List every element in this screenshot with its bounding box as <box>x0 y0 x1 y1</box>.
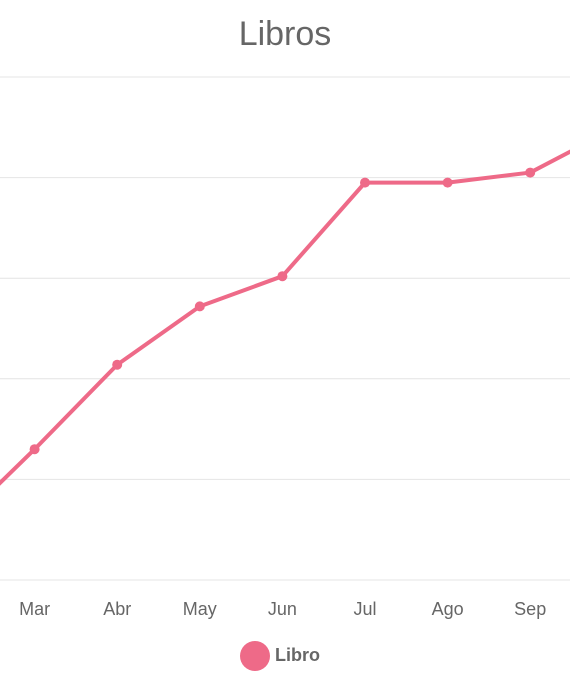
data-point <box>360 177 370 188</box>
x-tick-label: Jun <box>268 599 297 619</box>
legend-swatch <box>240 641 270 671</box>
x-tick-label: Ago <box>432 599 464 619</box>
x-tick-label: May <box>183 599 217 619</box>
x-tick-label: Abr <box>103 599 131 619</box>
data-point <box>112 359 123 370</box>
data-point <box>194 301 205 312</box>
series-line <box>0 149 570 486</box>
chart-title: Libros <box>239 15 332 53</box>
x-tick-label: Mar <box>19 599 50 619</box>
x-tick-label: Sep <box>514 599 546 619</box>
legend-label: Libro <box>275 645 320 665</box>
data-point <box>277 271 288 282</box>
data-point <box>525 167 536 178</box>
data-point <box>442 177 453 188</box>
data-point <box>29 444 40 455</box>
x-tick-label: Jul <box>353 599 376 619</box>
